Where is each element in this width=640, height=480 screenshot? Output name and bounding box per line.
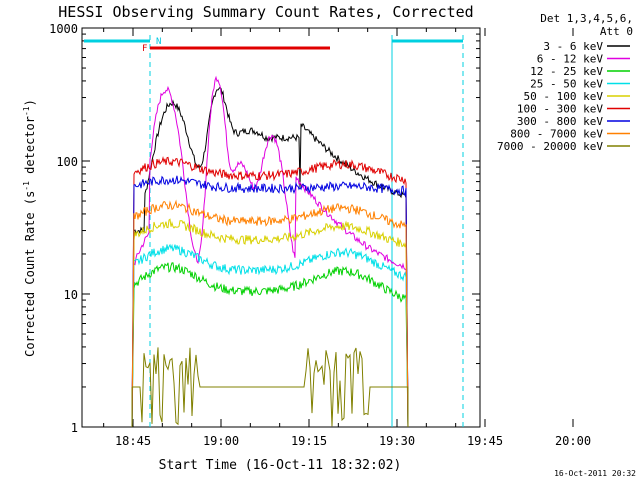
legend-label: 6 - 12 keV — [537, 53, 604, 66]
legend-label: 300 - 800 keV — [517, 115, 603, 128]
x-tick-label: 20:00 — [555, 434, 591, 448]
night-flag-label: N — [156, 37, 161, 47]
series-line — [131, 75, 409, 428]
series-line — [131, 262, 409, 428]
legend-header-2: Att 0 — [600, 25, 633, 38]
x-tick-label: 19:00 — [203, 434, 239, 448]
chart-title: HESSI Observing Summary Count Rates, Cor… — [58, 3, 473, 21]
legend-label: 800 - 7000 keV — [510, 128, 603, 141]
series-line — [131, 199, 409, 428]
legend-label: 25 - 50 keV — [530, 78, 603, 91]
legend-label: 50 - 100 keV — [524, 90, 604, 103]
x-tick-label: 19:45 — [467, 434, 503, 448]
x-tick-label: 19:30 — [379, 434, 415, 448]
series-line — [131, 155, 409, 428]
y-tick-label: 100 — [56, 155, 78, 169]
timestamp: 16-Oct-2011 20:32 — [554, 469, 636, 478]
y-tick-label: 1000 — [49, 22, 78, 36]
series-line — [131, 218, 409, 428]
y-axis-label: Corrected Count Rate (s-1 detector-1) — [22, 99, 37, 357]
x-tick-label: 18:45 — [115, 434, 151, 448]
series-line — [131, 347, 409, 427]
y-tick-label: 10 — [64, 288, 78, 302]
legend-label: 3 - 6 keV — [543, 40, 603, 53]
y-axis: 1 10 100 1000 — [49, 22, 480, 435]
x-axis-label: Start Time (16-Oct-11 18:32:02) — [159, 458, 402, 473]
plot-area: 1 10 100 1000 18:45 19:00 19:15 19:30 19:45 20:0… — [49, 22, 591, 448]
legend-label: 12 - 25 keV — [530, 65, 603, 78]
y-tick-label: 1 — [71, 421, 78, 435]
flag-bars: FN — [84, 35, 464, 427]
legend-header-1: Det 1,3,4,5,6, — [540, 12, 633, 25]
series-line — [131, 243, 409, 428]
plot-frame — [81, 27, 481, 428]
legend-label: 7000 - 20000 keV — [497, 140, 603, 153]
series-line — [131, 175, 409, 428]
legend-label: 100 - 300 keV — [517, 103, 603, 116]
x-tick-label: 19:15 — [291, 434, 327, 448]
x-axis: 18:45 19:00 19:15 19:30 19:45 20:00 — [103, 28, 591, 448]
series-lines — [131, 75, 409, 428]
flare-flag-label: F — [142, 44, 147, 54]
